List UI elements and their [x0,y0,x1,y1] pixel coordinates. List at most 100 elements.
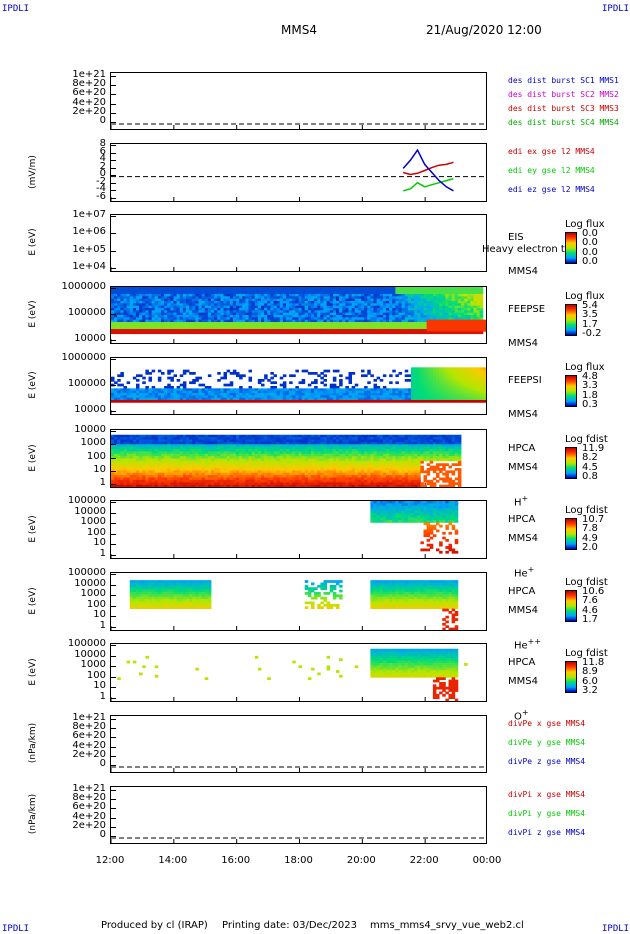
spectrogram-cell [201,458,206,462]
spectrogram-cell [117,379,121,382]
spectrogram-cell [126,298,131,302]
spectrogram-cell [267,326,271,330]
spectrogram-cell [189,294,193,297]
spectrogram-cell [182,463,187,467]
spectrogram-cell [254,477,259,481]
spectrogram-cell [389,326,393,330]
spectrogram-cell [257,393,262,396]
spectrogram-cell [286,303,290,307]
spectrogram-cell [211,331,215,335]
spectrogram-cell [379,317,384,321]
spectrogram-cell [442,298,446,302]
spectrogram-cell [464,301,468,304]
spectrogram-cell [192,381,196,385]
spectrogram-cell [161,296,165,300]
spectrogram-cell [139,465,143,469]
spectrogram-cell [242,468,246,471]
spectrogram-cell [423,305,428,309]
spectrogram-cell [261,458,265,462]
spectrogram-cell [123,434,128,438]
spectrogram-cell [192,397,196,401]
spectrogram-cell [117,393,121,396]
spectrogram-cell [170,322,174,325]
colorbar-value: 0.3 [582,399,598,411]
spectrogram-cell [476,326,481,330]
spectrogram-cell [151,287,156,290]
spectrogram-cell [136,451,140,455]
spectrogram-cell [223,291,228,295]
spectrogram-cell [207,460,212,464]
spectrogram-cell [354,324,359,328]
spectrogram-cell [236,441,240,445]
spectrogram-cell [182,287,187,290]
spectrogram-cell [189,287,193,290]
spectrogram-cell [282,437,287,440]
spectrogram-cell [476,301,481,304]
spectrogram-cell [392,400,396,403]
spectrogram-cell [279,468,284,471]
spectrogram-cell [317,305,321,309]
spectrogram-cell [414,329,418,332]
spectrogram-cell [164,291,168,295]
spectrogram-cell [257,317,262,321]
spectrogram-cell [420,393,424,396]
spectrogram-cell [273,315,278,318]
spectrogram-cell [436,303,440,307]
spectrogram-cell [236,298,240,302]
spectrogram-cell [295,472,299,476]
spectrogram-cell [364,395,368,399]
spectrogram-cell [314,326,318,330]
spectrogram-cell [167,465,171,469]
spectrogram-cell [164,479,168,483]
spectrogram-cell [148,326,153,330]
spectrogram-cell [176,289,181,293]
spectrogram-cell [114,458,118,462]
spectrogram-cell [286,298,290,302]
spectrogram-cell [214,460,218,464]
spectrogram-cell [232,369,237,373]
spectrogram-cell [426,298,431,302]
spectrogram-cell [292,301,296,304]
spectrogram-cell [289,374,293,378]
spectrogram-cell [395,287,399,290]
spectrogram-cell [273,312,278,316]
spectrogram-cell [207,400,212,403]
spectrogram-cell [473,291,478,295]
spectrogram-cell [192,460,196,464]
spectrogram-cell [432,310,437,314]
spectrogram-cell [232,326,237,330]
spectrogram-cell [345,296,349,300]
spectrogram-cell [439,379,443,382]
spectrogram-cell [142,301,146,304]
spectrogram-cell [314,294,318,297]
y-tick-label: 1e+21 [72,69,106,80]
spectrogram-cell [326,294,331,297]
spectrogram-cell [154,298,159,302]
spectrogram-cell [339,388,343,392]
spectrogram-cell [279,472,284,476]
panel-feepse [110,286,487,344]
spectrogram-cell [364,331,368,335]
spectrogram-cell [429,329,434,332]
spectrogram-cell [336,322,340,325]
spectrogram-cell [329,310,334,314]
spectrogram-cell [136,397,140,401]
spectrogram-cell [148,444,153,448]
spectrogram-cell [379,397,384,401]
spectrogram-cell [223,294,228,297]
spectrogram-cell [482,322,486,325]
spectrogram-cell [142,319,146,323]
spectrogram-cell [473,305,478,309]
spectrogram-cell [161,291,165,295]
spectrogram-cell [345,388,349,392]
spectrogram-cell [214,397,218,401]
spectrogram-cell [161,437,165,440]
spectrogram-cell [364,386,368,389]
spectrogram-cell [192,298,196,302]
spectrogram-cell [267,388,271,392]
spectrogram-cell [276,303,281,307]
spectrogram-cell [254,310,259,314]
spectrogram-cell [264,315,268,318]
spectrogram-cell [176,315,181,318]
spectrogram-cell [226,400,231,403]
